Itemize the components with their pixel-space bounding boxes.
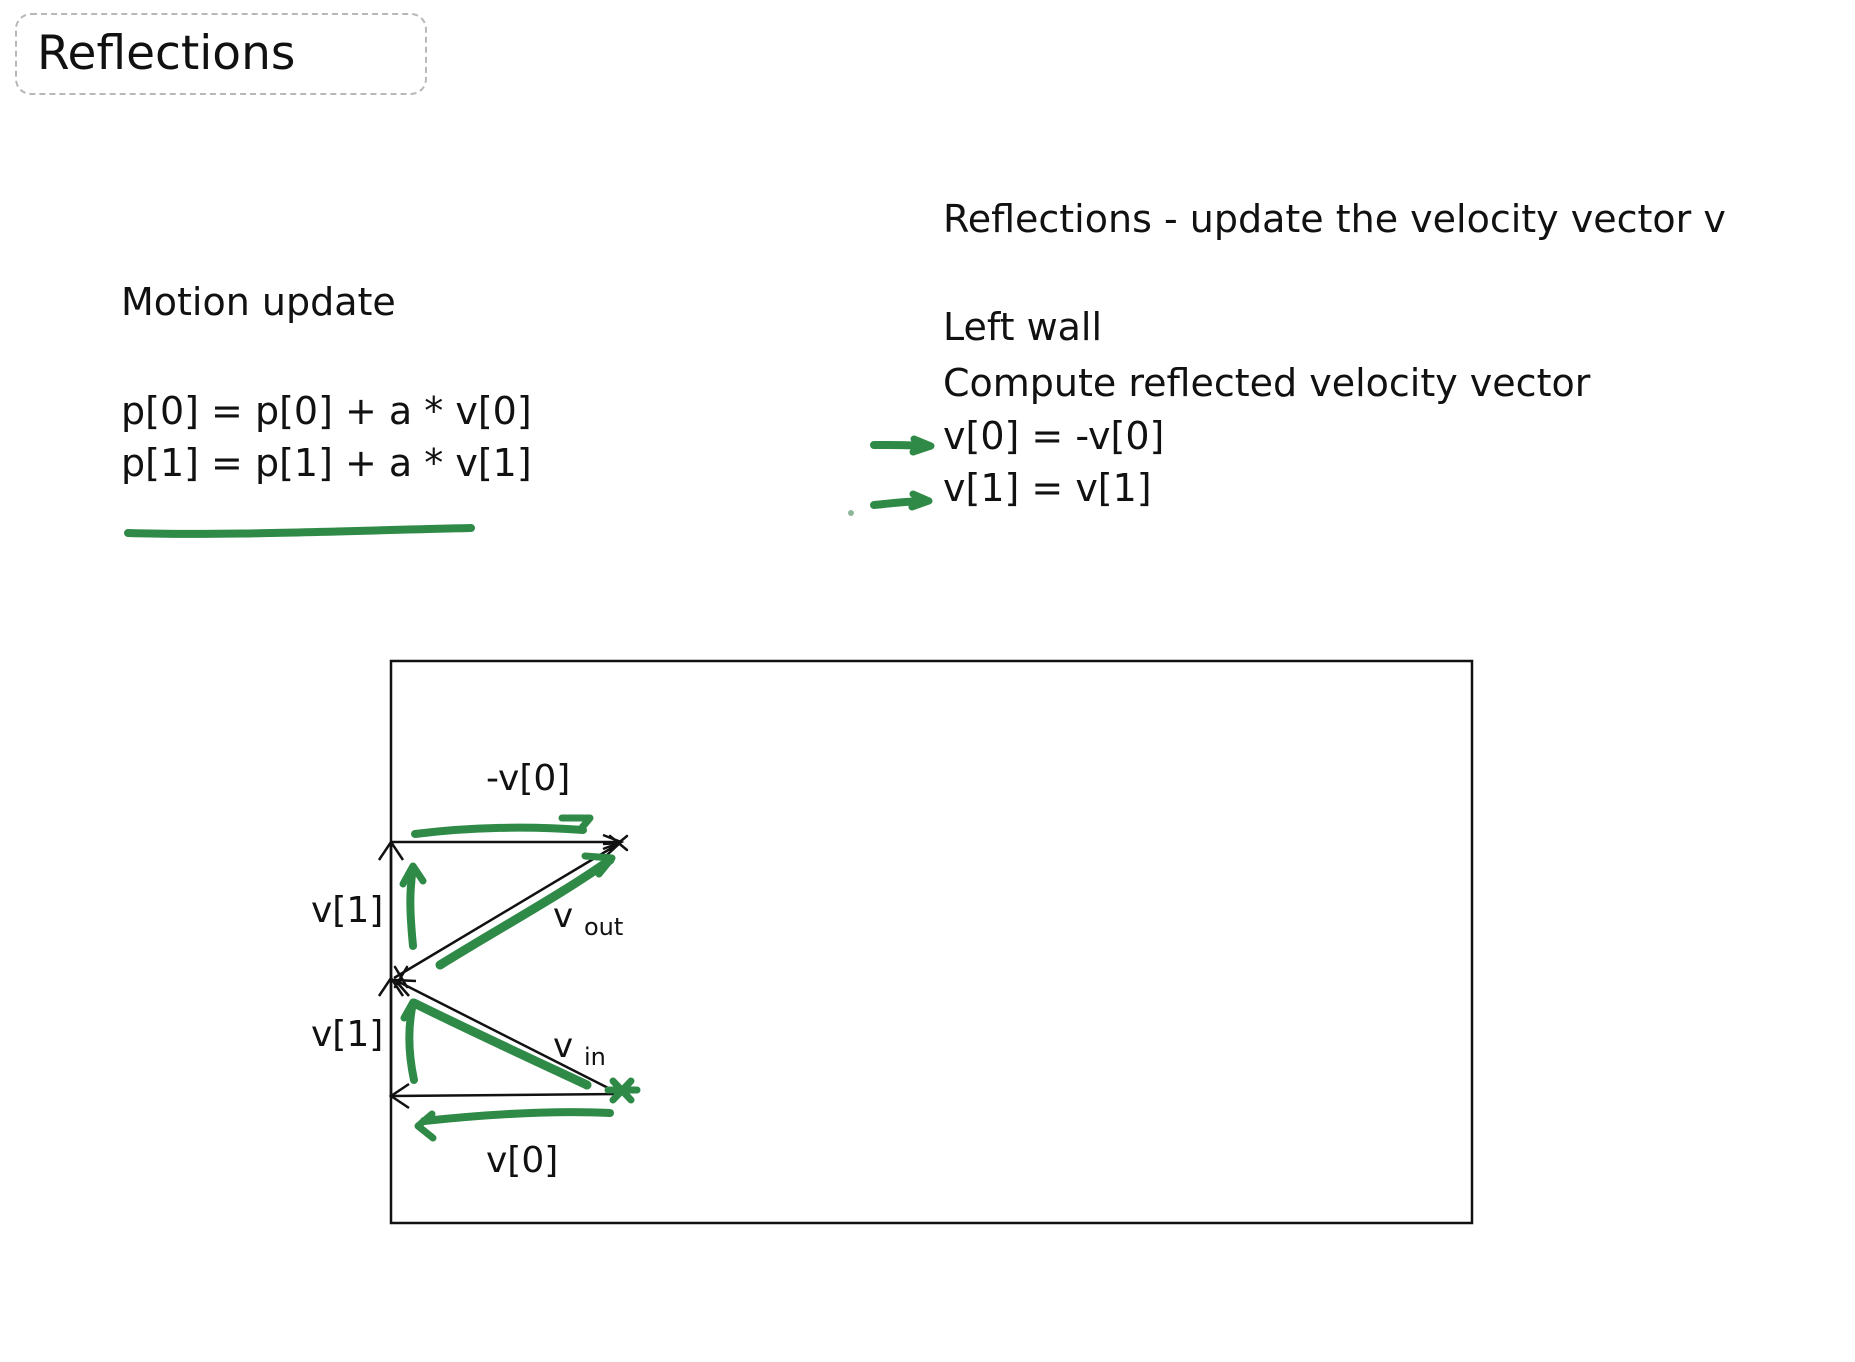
- label-lower-v1: v[1]: [311, 1014, 383, 1055]
- velocity-update-1-arrow: [870, 435, 935, 456]
- page-title: Reflections: [37, 26, 296, 81]
- label-top-velocity: -v[0]: [486, 758, 570, 799]
- label-vout-subscript: out: [584, 913, 623, 941]
- simulation-box: [389, 659, 1474, 1225]
- label-vout-base: v: [553, 896, 573, 936]
- motion-update-heading: Motion update: [121, 280, 396, 324]
- motion-equation-1: p[0] = p[0] + a * v[0]: [121, 389, 532, 433]
- label-vin-base: v: [553, 1026, 573, 1066]
- label-vout: v out: [553, 896, 623, 941]
- label-vin-subscript: in: [584, 1043, 606, 1071]
- reflections-heading: Reflections - update the velocity vector…: [943, 197, 1726, 241]
- velocity-update-2-arrow: [848, 490, 933, 516]
- velocity-update-2: v[1] = v[1]: [943, 466, 1152, 510]
- motion-equation-2: p[1] = p[1] + a * v[1]: [121, 441, 532, 485]
- left-wall-label: Left wall: [943, 305, 1103, 349]
- title-box: Reflections: [15, 13, 427, 95]
- motion-update-underline: [124, 524, 475, 538]
- green-annotation-strokes: [393, 814, 641, 1142]
- label-vin: v in: [553, 1026, 606, 1071]
- velocity-update-1: v[0] = -v[0]: [943, 414, 1165, 458]
- reflected-vector-description: Compute reflected velocity vector: [943, 361, 1591, 405]
- label-bottom-velocity: v[0]: [486, 1140, 558, 1181]
- label-upper-v1: v[1]: [311, 890, 383, 931]
